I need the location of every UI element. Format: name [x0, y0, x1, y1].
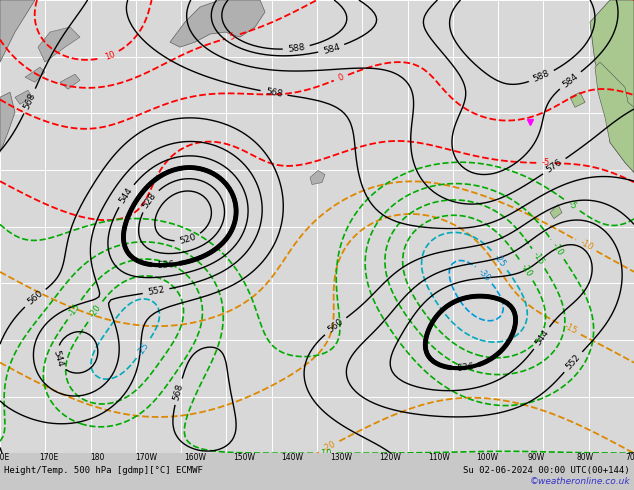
- Text: 150W: 150W: [233, 453, 255, 462]
- Text: -10: -10: [318, 449, 332, 458]
- Text: -30: -30: [476, 267, 492, 283]
- Text: 90W: 90W: [528, 453, 545, 462]
- Text: 568: 568: [22, 91, 37, 111]
- Text: 160E: 160E: [0, 453, 10, 462]
- Polygon shape: [38, 27, 80, 62]
- Text: -15: -15: [67, 302, 82, 318]
- Polygon shape: [310, 171, 325, 185]
- Text: 544: 544: [52, 349, 65, 368]
- Text: 170W: 170W: [135, 453, 157, 462]
- Polygon shape: [25, 67, 45, 82]
- Text: 560: 560: [326, 317, 345, 335]
- Text: 70W: 70W: [625, 453, 634, 462]
- Text: Su 02-06-2024 00:00 UTC(00+144): Su 02-06-2024 00:00 UTC(00+144): [463, 466, 630, 475]
- Text: 100W: 100W: [477, 453, 499, 462]
- Text: 520: 520: [179, 232, 197, 246]
- Text: -20: -20: [321, 440, 337, 454]
- Text: 588: 588: [287, 43, 306, 54]
- Text: 536: 536: [456, 362, 474, 373]
- Text: ©weatheronline.co.uk: ©weatheronline.co.uk: [529, 477, 630, 486]
- Text: -10: -10: [578, 238, 594, 253]
- Text: 584: 584: [561, 72, 579, 89]
- Text: 536: 536: [157, 260, 174, 270]
- Text: 120W: 120W: [379, 453, 401, 462]
- Text: 80W: 80W: [577, 453, 594, 462]
- Text: -20: -20: [519, 263, 534, 279]
- Text: Height/Temp. 500 hPa [gdmp][°C] ECMWF: Height/Temp. 500 hPa [gdmp][°C] ECMWF: [4, 466, 203, 475]
- Text: 584: 584: [322, 42, 341, 55]
- Text: 5: 5: [229, 31, 236, 42]
- Text: 110W: 110W: [428, 453, 450, 462]
- Text: 560: 560: [25, 289, 44, 307]
- Polygon shape: [15, 90, 32, 104]
- Text: 0: 0: [337, 73, 345, 83]
- Text: 180: 180: [91, 453, 105, 462]
- Polygon shape: [595, 62, 634, 172]
- Text: -20: -20: [88, 303, 103, 319]
- Polygon shape: [170, 0, 265, 47]
- Text: 528: 528: [141, 191, 158, 210]
- Text: 140W: 140W: [281, 453, 304, 462]
- Text: -5: -5: [541, 158, 550, 168]
- Polygon shape: [0, 92, 15, 152]
- Text: 568: 568: [172, 382, 185, 401]
- Polygon shape: [550, 204, 562, 219]
- Text: 10: 10: [103, 49, 116, 62]
- Text: -15: -15: [531, 250, 546, 267]
- Text: -25: -25: [136, 341, 151, 357]
- Text: 130W: 130W: [330, 453, 353, 462]
- Polygon shape: [570, 92, 585, 107]
- Text: -25: -25: [493, 253, 508, 269]
- Text: -5: -5: [566, 199, 578, 212]
- Text: 544: 544: [117, 186, 134, 205]
- Polygon shape: [0, 0, 35, 62]
- Polygon shape: [60, 74, 80, 89]
- Text: 588: 588: [532, 69, 552, 84]
- Text: -10: -10: [550, 241, 565, 257]
- Text: 568: 568: [265, 87, 283, 99]
- Text: 160W: 160W: [184, 453, 206, 462]
- Text: 552: 552: [564, 352, 582, 371]
- Polygon shape: [590, 0, 634, 172]
- Text: -15: -15: [562, 322, 578, 336]
- Text: 576: 576: [545, 158, 564, 175]
- Text: 170E: 170E: [39, 453, 58, 462]
- Text: 552: 552: [147, 285, 165, 297]
- Text: 544: 544: [533, 328, 550, 347]
